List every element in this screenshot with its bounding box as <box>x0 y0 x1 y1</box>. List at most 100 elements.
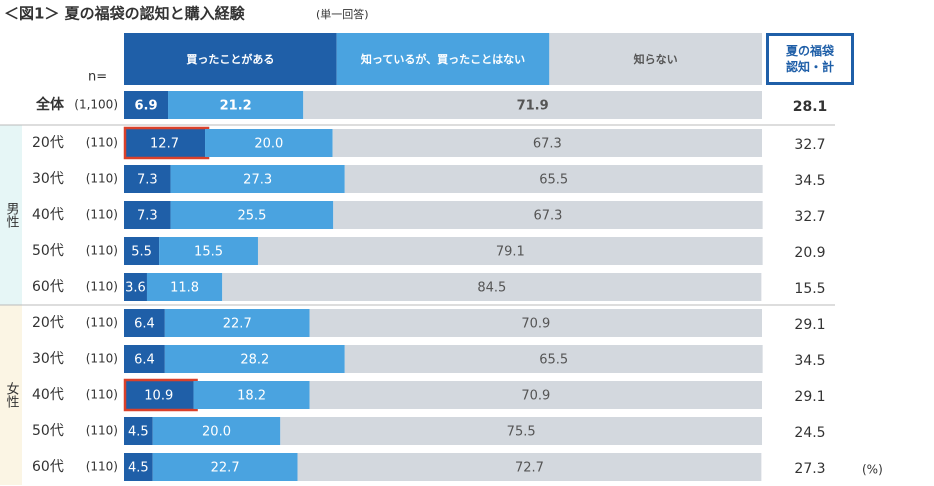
category-label: 30代 <box>32 171 64 187</box>
value-label: 18.2 <box>237 389 266 404</box>
total-header-text: 夏の福袋認知・計 <box>785 44 834 74</box>
value-label: 25.5 <box>237 209 266 224</box>
bar-segment <box>124 381 194 409</box>
total-value: 20.9 <box>794 245 825 261</box>
bar-segment <box>303 91 762 119</box>
bar-segment <box>124 309 165 337</box>
value-label: 21.2 <box>220 99 252 114</box>
value-label: 20.0 <box>254 137 283 152</box>
bar-segment <box>309 309 762 337</box>
bar-segment <box>222 273 762 301</box>
legend-label: 買ったことがある <box>186 52 274 66</box>
value-label: 65.5 <box>539 353 568 368</box>
value-label: 6.9 <box>134 99 157 114</box>
bar-segment <box>124 345 165 373</box>
category-label: 20代 <box>32 315 64 331</box>
bar-segment <box>309 381 762 409</box>
n-label: (110) <box>86 424 118 438</box>
category-label: 50代 <box>32 423 64 439</box>
value-label: 67.3 <box>533 209 562 224</box>
total-header: 夏の福袋認知・計 <box>766 33 854 85</box>
total-value: 34.5 <box>794 173 825 189</box>
group-background <box>0 305 22 485</box>
bar-segment <box>280 417 762 445</box>
bar-segment <box>124 273 147 301</box>
category-label: 30代 <box>32 351 64 367</box>
category-label: 40代 <box>32 207 64 223</box>
value-label: 84.5 <box>477 281 506 296</box>
bar-segment <box>124 237 160 265</box>
bar-segment <box>332 129 762 157</box>
legend-label: 知っているが、買ったことはない <box>360 52 525 66</box>
value-label: 70.9 <box>521 389 550 404</box>
bar-segment <box>124 129 206 157</box>
n-label: (110) <box>86 136 118 150</box>
total-value: 32.7 <box>794 209 825 225</box>
value-label: 3.6 <box>125 281 146 296</box>
total-value: 28.1 <box>793 99 828 115</box>
legend-swatch <box>336 33 550 85</box>
value-label: 65.5 <box>539 173 568 188</box>
bar-segment <box>333 201 763 229</box>
bar-segment <box>168 91 304 119</box>
bar-segment <box>344 345 763 373</box>
group-label: 男性 <box>4 202 20 228</box>
bar-segment <box>124 201 171 229</box>
value-label: 4.5 <box>128 425 149 440</box>
category-label: 20代 <box>32 135 64 151</box>
category-label: 60代 <box>32 459 64 475</box>
legend-label: 知らない <box>633 52 678 66</box>
bar-segment <box>193 381 310 409</box>
bar-segment <box>152 453 298 481</box>
n-label: (110) <box>86 388 118 402</box>
value-label: 6.4 <box>134 317 155 332</box>
value-label: 72.7 <box>515 461 544 476</box>
value-label: 20.0 <box>202 425 231 440</box>
total-value: 27.3 <box>794 461 825 477</box>
total-value: 29.1 <box>794 389 825 405</box>
bar-segment <box>164 345 345 373</box>
value-label: 12.7 <box>150 137 179 152</box>
bar-segment <box>159 237 258 265</box>
bar-segment <box>344 165 763 193</box>
value-label: 79.1 <box>496 245 525 260</box>
bar-segment <box>124 165 171 193</box>
value-label: 22.7 <box>211 461 240 476</box>
value-label: 67.3 <box>533 137 562 152</box>
value-label: 7.3 <box>137 209 158 224</box>
bar-segment <box>124 417 153 445</box>
value-label: 71.9 <box>517 99 549 114</box>
bar-segment <box>297 453 762 481</box>
value-label: 28.2 <box>240 353 269 368</box>
value-label: 27.3 <box>243 173 272 188</box>
bar-segment <box>124 453 153 481</box>
bar-segment <box>164 309 310 337</box>
chart-title: ＜図1＞ 夏の福袋の認知と購入経験 <box>4 5 246 23</box>
bar-segment <box>257 237 763 265</box>
total-value: 29.1 <box>794 317 825 333</box>
group-label: 女性 <box>4 381 20 408</box>
chart-subtitle: (単一回答) <box>316 7 369 21</box>
value-label: 11.8 <box>170 281 199 296</box>
n-label: (1,100) <box>74 98 118 112</box>
value-label: 70.9 <box>521 317 550 332</box>
legend-swatch <box>124 33 337 85</box>
bar-segment <box>205 129 333 157</box>
n-label: (110) <box>86 172 118 186</box>
total-value: 24.5 <box>794 425 825 441</box>
value-label: 6.4 <box>134 353 155 368</box>
category-label: 40代 <box>32 387 64 403</box>
legend-swatch <box>549 33 762 85</box>
n-label: (110) <box>86 316 118 330</box>
value-label: 15.5 <box>194 245 223 260</box>
n-label: (110) <box>86 352 118 366</box>
total-value: 32.7 <box>794 137 825 153</box>
value-label: 7.3 <box>137 173 158 188</box>
total-value: 15.5 <box>794 281 825 297</box>
category-label: 50代 <box>32 243 64 259</box>
bar-segment <box>170 201 334 229</box>
n-label: (110) <box>86 244 118 258</box>
value-label: 5.5 <box>131 245 152 260</box>
n-label: (110) <box>86 208 118 222</box>
